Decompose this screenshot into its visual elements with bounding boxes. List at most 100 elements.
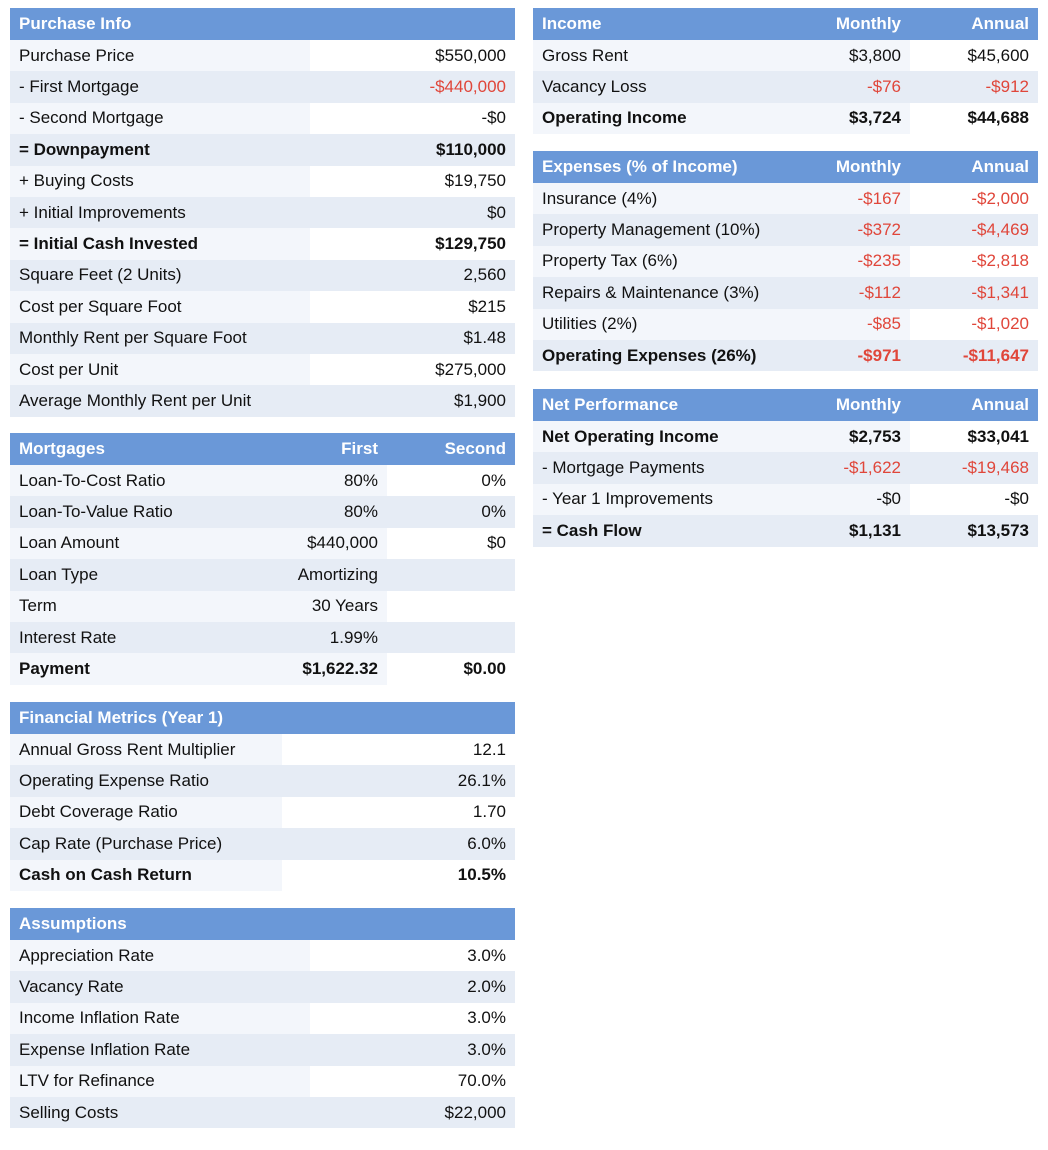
property-tax-monthly: -$235 <box>779 245 910 278</box>
row-label: LTV for Refinance <box>10 1065 310 1097</box>
table-row: Term 30 Years <box>10 590 515 622</box>
table-row: Property Tax (6%) -$235 -$2,818 <box>533 245 1038 278</box>
table-row: - Second Mortgage -$0 <box>10 102 516 135</box>
table-row: Cap Rate (Purchase Price) 6.0% <box>10 828 515 860</box>
utilities-annual: -$1,020 <box>910 308 1038 340</box>
purchase-info-panel: Purchase Info Purchase Price $550,000 - F… <box>10 8 516 417</box>
loan-amount-first: $440,000 <box>257 527 387 560</box>
row-label: Square Feet (2 Units) <box>10 259 310 292</box>
row-label: Gross Rent <box>533 40 779 72</box>
table-row: Loan Type Amortizing <box>10 559 515 591</box>
row-label: Vacancy Loss <box>533 71 779 103</box>
noi-monthly: $2,753 <box>779 421 910 453</box>
table-row: Repairs & Maintenance (3%) -$112 -$1,341 <box>533 277 1038 309</box>
operating-income-monthly: $3,724 <box>779 102 910 135</box>
row-label: Net Operating Income <box>533 421 779 453</box>
vacancy-loss-monthly: -$76 <box>779 71 910 103</box>
expenses-table: Expenses (% of Income) Monthly Annual In… <box>533 151 1038 372</box>
table-row: Utilities (2%) -$85 -$1,020 <box>533 308 1038 340</box>
table-row: Loan-To-Value Ratio 80% 0% <box>10 496 515 528</box>
table-row: Cost per Square Foot $215 <box>10 291 516 323</box>
table-row: Selling Costs $22,000 <box>10 1096 515 1129</box>
row-label: Interest Rate <box>10 621 257 654</box>
table-row: + Initial Improvements $0 <box>10 196 516 229</box>
ltc-first: 80% <box>257 465 387 497</box>
expense-inflation-value: 3.0% <box>310 1034 515 1066</box>
assumptions-table: Assumptions Appreciation Rate 3.0% Vacanc… <box>10 908 515 1129</box>
financial-metrics-table: Financial Metrics (Year 1) Annual Gross … <box>10 702 515 891</box>
row-label: Term <box>10 590 257 622</box>
table-row: Vacancy Rate 2.0% <box>10 971 515 1003</box>
mortgages-table: Mortgages First Second Loan-To-Cost Rati… <box>10 433 515 685</box>
row-label: - Year 1 Improvements <box>533 483 779 516</box>
row-label: Repairs & Maintenance (3%) <box>533 277 779 309</box>
table-row: Operating Income $3,724 $44,688 <box>533 102 1038 135</box>
purchase-info-title: Purchase Info <box>10 8 516 40</box>
table-row: - Year 1 Improvements -$0 -$0 <box>533 483 1038 516</box>
financial-metrics-panel: Financial Metrics (Year 1) Annual Gross … <box>10 702 515 891</box>
table-row: Monthly Rent per Square Foot $1.48 <box>10 322 516 354</box>
initial-improvements-value: $0 <box>310 196 516 229</box>
table-row: Annual Gross Rent Multiplier 12.1 <box>10 734 515 766</box>
net-performance-col-monthly: Monthly <box>779 389 910 421</box>
purchase-price-value: $550,000 <box>310 40 516 72</box>
mortgage-payments-annual: -$19,468 <box>910 452 1038 484</box>
table-row: LTV for Refinance 70.0% <box>10 1065 515 1097</box>
table-row: Property Management (10%) -$372 -$4,469 <box>533 214 1038 246</box>
row-label: Loan-To-Value Ratio <box>10 496 257 528</box>
downpayment-value: $110,000 <box>310 134 516 166</box>
initial-cash-invested-value: $129,750 <box>310 228 516 260</box>
table-row: Square Feet (2 Units) 2,560 <box>10 259 516 292</box>
ltv-first: 80% <box>257 496 387 528</box>
row-label: Loan Type <box>10 559 257 591</box>
dcr-value: 1.70 <box>282 796 515 829</box>
row-label: = Cash Flow <box>533 515 779 547</box>
row-label: Cap Rate (Purchase Price) <box>10 828 282 860</box>
row-label: Property Tax (6%) <box>533 245 779 278</box>
income-table: Income Monthly Annual Gross Rent $3,800 $4… <box>533 8 1038 135</box>
row-label: + Initial Improvements <box>10 196 310 229</box>
table-row: Debt Coverage Ratio 1.70 <box>10 796 515 829</box>
repairs-annual: -$1,341 <box>910 277 1038 309</box>
table-row: Insurance (4%) -$167 -$2,000 <box>533 183 1038 215</box>
operating-expenses-annual: -$11,647 <box>910 339 1038 372</box>
table-row: Cash on Cash Return 10.5% <box>10 859 515 891</box>
income-inflation-value: 3.0% <box>310 1002 515 1035</box>
table-row: Net Operating Income $2,753 $33,041 <box>533 421 1038 453</box>
first-mortgage-value: -$440,000 <box>310 71 516 103</box>
row-label: - First Mortgage <box>10 71 310 103</box>
expenses-col-annual: Annual <box>910 151 1038 183</box>
row-label: Operating Expense Ratio <box>10 765 282 797</box>
operating-income-annual: $44,688 <box>910 102 1038 135</box>
financial-metrics-title: Financial Metrics (Year 1) <box>10 702 515 734</box>
vacancy-rate-value: 2.0% <box>310 971 515 1003</box>
row-label: = Downpayment <box>10 134 310 166</box>
interest-rate-first: 1.99% <box>257 621 387 654</box>
table-row: Loan-To-Cost Ratio 80% 0% <box>10 465 515 497</box>
term-second <box>387 590 515 622</box>
table-row: Payment $1,622.32 $0.00 <box>10 653 515 685</box>
row-label: Cost per Unit <box>10 353 310 386</box>
table-row: + Buying Costs $19,750 <box>10 165 516 197</box>
row-label: Purchase Price <box>10 40 310 72</box>
row-label: Property Management (10%) <box>533 214 779 246</box>
expenses-panel: Expenses (% of Income) Monthly Annual In… <box>533 151 1038 372</box>
table-row: Loan Amount $440,000 $0 <box>10 527 515 560</box>
loan-amount-second: $0 <box>387 527 515 560</box>
table-row: Interest Rate 1.99% <box>10 621 515 654</box>
rent-per-sqft-value: $1.48 <box>310 322 516 354</box>
income-title: Income <box>533 8 779 40</box>
insurance-annual: -$2,000 <box>910 183 1038 215</box>
year1-improvements-monthly: -$0 <box>779 483 910 516</box>
repairs-monthly: -$112 <box>779 277 910 309</box>
table-row: Gross Rent $3,800 $45,600 <box>533 40 1038 72</box>
cash-flow-annual: $13,573 <box>910 515 1038 547</box>
ltc-second: 0% <box>387 465 515 497</box>
table-row: - Mortgage Payments -$1,622 -$19,468 <box>533 452 1038 484</box>
mortgages-panel: Mortgages First Second Loan-To-Cost Rati… <box>10 433 515 685</box>
cap-rate-value: 6.0% <box>282 828 515 860</box>
avg-rent-per-unit-value: $1,900 <box>310 385 516 417</box>
noi-annual: $33,041 <box>910 421 1038 453</box>
table-row: = Cash Flow $1,131 $13,573 <box>533 515 1038 547</box>
expenses-col-monthly: Monthly <box>779 151 910 183</box>
